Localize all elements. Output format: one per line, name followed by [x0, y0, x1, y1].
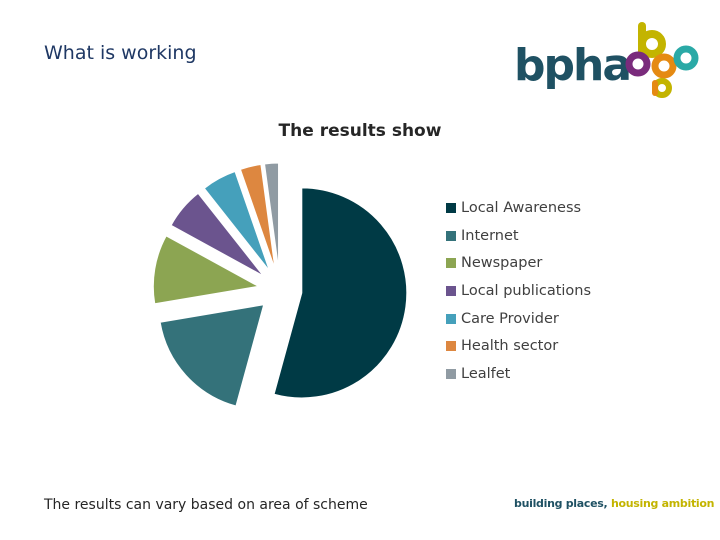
legend-swatch [446, 230, 456, 241]
bpha-logo: bpha [510, 18, 700, 98]
legend-label: Internet [461, 227, 519, 244]
legend-item-lealfet: Lealfet [446, 360, 591, 388]
pie-slice-internet [159, 304, 265, 407]
legend-swatch [446, 313, 456, 324]
legend-swatch [446, 341, 456, 352]
chart-title: The results show [278, 121, 442, 141]
logo-mark-icon [625, 22, 699, 98]
legend-swatch [446, 368, 456, 379]
legend-label: Lealfet [461, 365, 511, 382]
pie-slice-local-publications [170, 192, 264, 277]
legend-label: Care Provider [461, 310, 559, 327]
legend-item-local-awareness: Local Awareness [446, 194, 591, 222]
legend-label: Newspaper [461, 255, 543, 272]
legend-item-health-sector: Health sector [446, 332, 591, 360]
pie-slice-newspaper [152, 235, 260, 305]
logo-tagline: building places, housing ambition [514, 497, 714, 510]
pie-chart [152, 162, 408, 407]
legend-label: Local Awareness [461, 199, 582, 216]
chart-legend: Local Awareness Internet Newspaper Local pu… [446, 194, 591, 388]
slide-title: What is working [44, 42, 197, 64]
legend-label: Local publications [461, 282, 592, 299]
pie-slice-health-sector [239, 163, 276, 269]
pie-slice-care-provider [203, 170, 270, 272]
legend-label: Health sector [461, 338, 559, 355]
tagline-part-1: building places, [514, 497, 611, 510]
pie-slice-local-awareness [273, 187, 408, 399]
legend-item-internet: Internet [446, 222, 591, 250]
tagline-part-2: housing ambition [610, 497, 715, 510]
legend-swatch [446, 202, 456, 213]
legend-item-care-provider: Care Provider [446, 305, 591, 333]
legend-item-newspaper: Newspaper [446, 249, 591, 277]
legend-item-local-publications: Local publications [446, 277, 591, 305]
pie-slice-lealfet [263, 162, 280, 269]
legend-swatch [446, 285, 456, 296]
footer-note: The results can vary based on area of sc… [44, 497, 368, 513]
legend-swatch [446, 258, 456, 269]
logo-wordmark: bpha [514, 40, 632, 91]
